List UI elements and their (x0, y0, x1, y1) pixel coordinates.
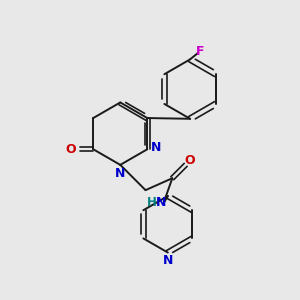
Text: O: O (185, 154, 195, 167)
Text: N: N (156, 196, 166, 208)
Text: N: N (150, 141, 161, 154)
Text: N: N (115, 167, 125, 180)
Text: H: H (147, 196, 157, 208)
Text: F: F (196, 44, 205, 58)
Text: O: O (65, 143, 76, 156)
Text: N: N (163, 254, 173, 267)
